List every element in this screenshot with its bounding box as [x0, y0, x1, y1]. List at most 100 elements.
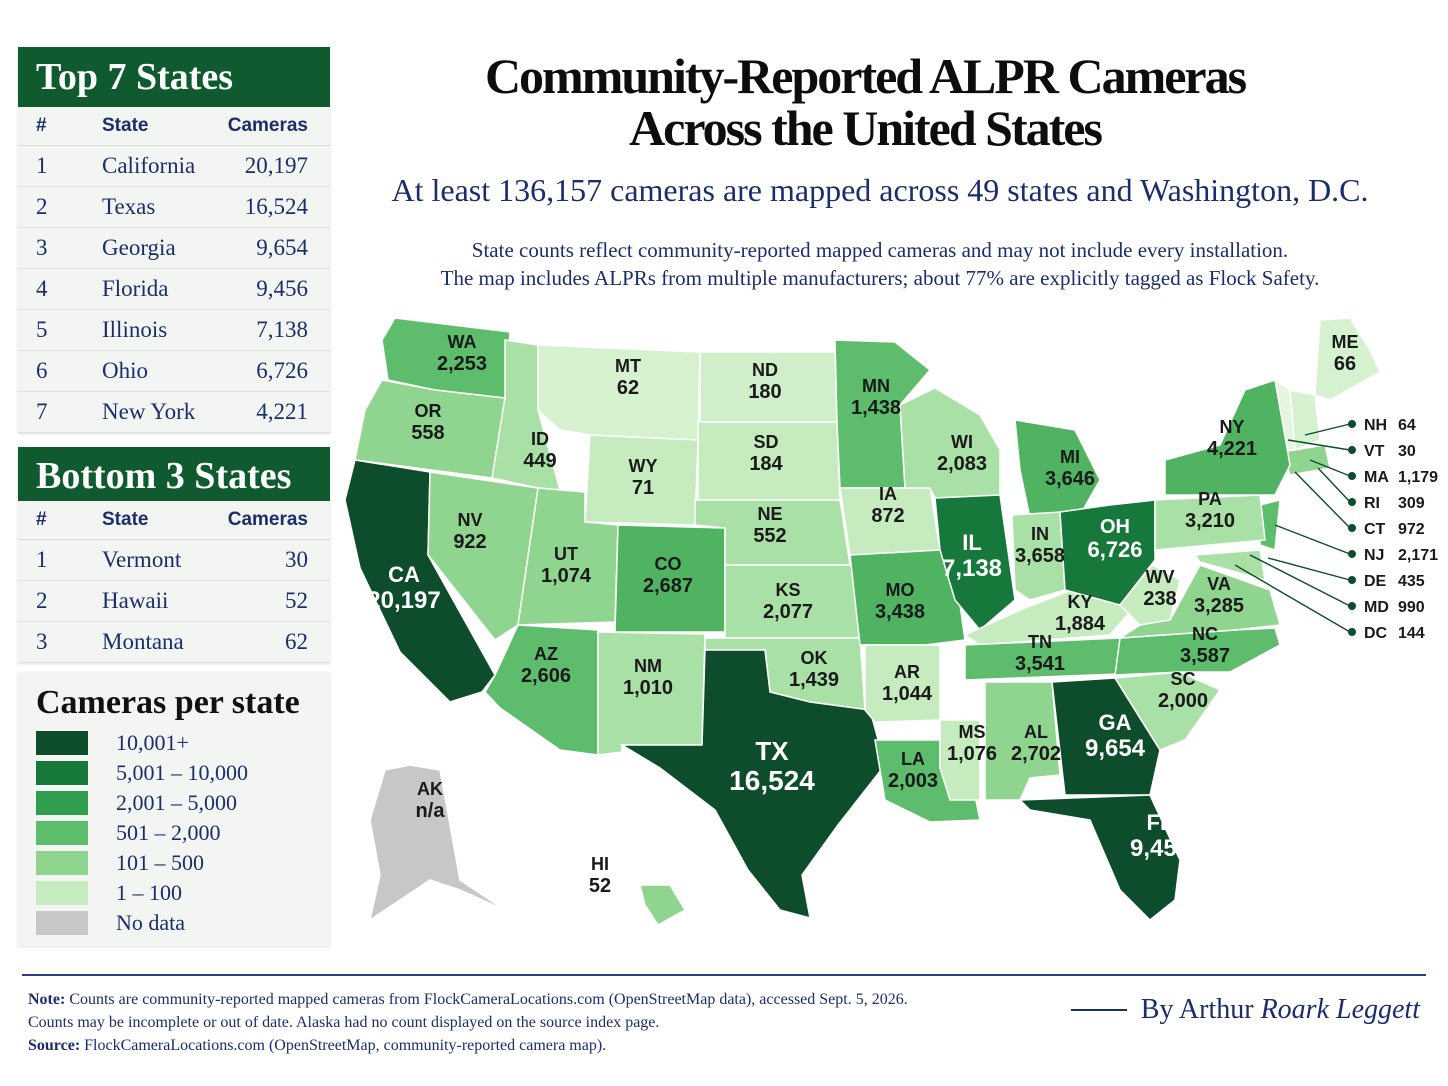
legend-item: No data: [18, 908, 330, 938]
callout-line: [1249, 554, 1351, 607]
state-la-abbr: LA: [901, 749, 925, 769]
state-me-count: 66: [1334, 353, 1356, 375]
state-ca-count: 20,197: [367, 587, 440, 614]
cell-rank: 7: [18, 391, 101, 433]
state-ut-count: 1,074: [541, 565, 592, 587]
legend-swatch: [36, 881, 88, 905]
state-tn-abbr: TN: [1028, 632, 1052, 652]
callout-vt-count: 30: [1398, 443, 1416, 460]
state-la-count: 2,003: [888, 770, 938, 792]
cell-state: Georgia: [101, 227, 211, 269]
state-va-shape[interactable]: [1117, 564, 1281, 639]
state-mi-count: 3,646: [1045, 468, 1095, 490]
cell-state: Texas: [101, 186, 211, 228]
state-wy-abbr: WY: [629, 456, 658, 476]
state-ar-shape[interactable]: [864, 644, 941, 723]
table-row: 2 Texas 16,524: [18, 186, 330, 228]
callout-de-abbr: DE: [1364, 573, 1387, 590]
state-pa-shape[interactable]: [1154, 494, 1266, 551]
state-az-abbr: AZ: [534, 644, 558, 664]
table-row: 6 Ohio 6,726: [18, 350, 330, 392]
legend-swatch: [36, 761, 88, 785]
state-ks-abbr: KS: [775, 580, 800, 600]
cell-cameras: 9,654: [210, 227, 330, 269]
state-me-shape[interactable]: [1314, 317, 1381, 401]
state-co-abbr: CO: [655, 554, 682, 574]
legend-label: 1 – 100: [116, 880, 182, 905]
callout-dot: [1348, 420, 1356, 428]
legend-item: 1 – 100: [18, 878, 330, 908]
state-nc-count: 3,587: [1180, 645, 1230, 667]
state-nv-abbr: NV: [457, 510, 482, 530]
source-text: FlockCameraLocations.com (OpenStreetMap,…: [80, 1037, 607, 1054]
callout-line: [1287, 439, 1351, 451]
state-id-count: 449: [523, 450, 556, 472]
cell-rank: 6: [18, 350, 101, 392]
table-row: 3 Montana 62: [18, 621, 330, 663]
cell-state: Montana: [101, 621, 204, 663]
state-tx-count: 16,524: [729, 765, 815, 796]
cell-state: Hawaii: [101, 580, 204, 622]
state-az-count: 2,606: [521, 665, 571, 687]
subtitle: At least 136,157 cameras are mapped acro…: [391, 172, 1369, 208]
bottom-states-body: 1 Vermont 30 2 Hawaii 52 3 Montana 62: [18, 539, 330, 663]
state-ok-abbr: OK: [801, 648, 828, 668]
byline-prefix: By Arthur: [1140, 994, 1254, 1025]
legend-swatch: [36, 791, 88, 815]
state-ms-count: 1,076: [947, 743, 997, 765]
description: State counts reflect community-reported …: [350, 236, 1410, 292]
state-il-count: 7,138: [942, 555, 1002, 582]
source-label: Source:: [28, 1037, 81, 1054]
state-wi-shape[interactable]: [899, 387, 1001, 499]
cell-cameras: 9,456: [210, 268, 330, 310]
state-ky-count: 1,884: [1055, 613, 1106, 635]
callout-ct-count: 972: [1398, 521, 1425, 538]
table-row: 1 Vermont 30: [18, 539, 330, 581]
state-nv-shape[interactable]: [427, 471, 539, 642]
state-nd-abbr: ND: [752, 360, 778, 380]
state-wv-shape[interactable]: [1118, 564, 1181, 626]
state-oh-shape[interactable]: [1059, 499, 1156, 606]
state-mn-abbr: MN: [862, 376, 890, 396]
state-hi-shape[interactable]: [639, 884, 687, 926]
callout-nh-abbr: NH: [1364, 417, 1387, 434]
state-sd-count: 184: [749, 453, 783, 475]
cameras-header: Cameras: [203, 501, 330, 540]
callout-line: [1234, 564, 1351, 633]
cell-cameras: 62: [203, 621, 330, 663]
top-states-panel: Top 7 States # State Cameras 1 California…: [18, 47, 330, 433]
state-ny-shape[interactable]: [1164, 379, 1291, 496]
table-row: 5 Illinois 7,138: [18, 309, 330, 351]
callout-md-count: 990: [1398, 599, 1425, 616]
callout-line: [1267, 557, 1351, 581]
state-ms-shape[interactable]: [939, 719, 981, 801]
legend-label: 501 – 2,000: [116, 820, 221, 845]
state-al-shape[interactable]: [984, 681, 1061, 801]
state-ga-abbr: GA: [1099, 710, 1132, 735]
callout-md-abbr: MD: [1364, 599, 1389, 616]
top-states-title: Top 7 States: [18, 47, 330, 107]
top-states-table: # State Cameras 1 California 20,197 2 Texas 1…: [18, 107, 330, 433]
callout-de-count: 435: [1398, 573, 1425, 590]
state-fl-shape[interactable]: [1018, 794, 1181, 922]
state-nm-abbr: NM: [634, 656, 662, 676]
callout-ma-count: 1,179: [1398, 469, 1438, 486]
legend-swatch: [36, 821, 88, 845]
state-wa-count: 2,253: [437, 353, 487, 375]
state-ms-abbr: MS: [959, 722, 986, 742]
callout-line: [1304, 423, 1351, 436]
state-sd-abbr: SD: [753, 432, 778, 452]
callout-line: [1294, 471, 1351, 529]
table-header-row: # State Cameras: [18, 107, 330, 146]
state-wi-abbr: WI: [951, 432, 973, 452]
table-row: 2 Hawaii 52: [18, 580, 330, 622]
legend-swatch: [36, 851, 88, 875]
state-tx-shape[interactable]: [619, 649, 886, 920]
cell-rank: 4: [18, 268, 101, 310]
state-mt-abbr: MT: [615, 356, 641, 376]
cell-cameras: 4,221: [210, 391, 330, 433]
state-shapes: [344, 317, 1381, 926]
state-ak-shape[interactable]: [368, 764, 506, 922]
state-in-shape[interactable]: [1011, 511, 1066, 601]
